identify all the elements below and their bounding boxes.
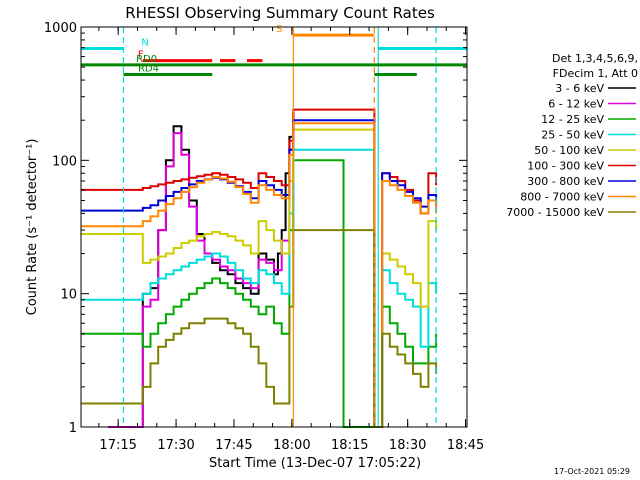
- state-bar-label-rd0: RD0: [136, 54, 157, 65]
- x-tick-label-3: 18:00: [273, 438, 310, 453]
- legend: Det 1,3,4,5,6,9, FDecim 1, Att 0 3 - 6 keV…: [506, 52, 638, 219]
- legend-entry-label-4: 50 - 100 keV: [534, 144, 604, 157]
- x-axis-label: Start Time (13-Dec-07 17:05:22): [209, 456, 421, 471]
- legend-entry-label-1: 6 - 12 keV: [548, 98, 604, 111]
- y-tick-label-2: 100: [52, 154, 77, 169]
- legend-entry-label-6: 300 - 800 keV: [527, 175, 604, 188]
- legend-entry-label-3: 25 - 50 keV: [541, 129, 604, 142]
- series-line-8: [81, 229, 438, 428]
- legend-header-line-0: Det 1,3,4,5,6,9,: [552, 52, 638, 65]
- state-bar-label-f: F: [138, 50, 144, 61]
- series-line-7: [81, 122, 438, 428]
- series-line-3: [81, 148, 438, 428]
- x-tick-label-5: 18:30: [389, 438, 426, 453]
- series-layer: [81, 108, 438, 428]
- chart-title: RHESSI Observing Summary Count Rates: [125, 4, 435, 22]
- series-line-2: [81, 159, 438, 428]
- x-tick-label-6: 18:45: [447, 438, 484, 453]
- series-line-1: [108, 120, 295, 428]
- x-tick-label-1: 17:30: [157, 438, 194, 453]
- render-timestamp: 17-Oct-2021 05:29: [554, 467, 630, 476]
- y-axis-label: Count Rate (s⁻¹ detector⁻¹): [25, 139, 40, 316]
- legend-entry-label-7: 800 - 7000 keV: [520, 191, 604, 204]
- y-tick-label-0: 1: [69, 421, 77, 436]
- x-tick-label-4: 18:15: [331, 438, 368, 453]
- markers-layer: [122, 27, 437, 427]
- series-line-4: [81, 128, 438, 428]
- x-tick-label-2: 17:45: [215, 438, 252, 453]
- y-tick-label-1: 10: [60, 288, 77, 303]
- state-bar-label-rd4: RD4: [138, 64, 159, 75]
- legend-header-line-1: FDecim 1, Att 0: [553, 67, 638, 80]
- legend-entry-label-2: 12 - 25 keV: [541, 113, 604, 126]
- legend-entry-label-8: 7000 - 15000 keV: [506, 206, 604, 219]
- legend-entry-label-5: 100 - 300 keV: [527, 160, 604, 173]
- state-bar-label-n: N: [141, 37, 148, 48]
- series-line-6: [81, 119, 438, 428]
- y-tick-label-3: 1000: [44, 21, 77, 36]
- x-tick-label-0: 17:15: [99, 438, 136, 453]
- legend-entry-label-0: 3 - 6 keV: [555, 82, 604, 95]
- plot-frame: [80, 26, 468, 428]
- series-line-5: [81, 108, 438, 428]
- state-bar-label-s: S: [276, 24, 282, 35]
- axes-layer: 17:15 17:30 17:45 18:00 18:15 18:30 18:45 1 10 10…: [44, 21, 484, 453]
